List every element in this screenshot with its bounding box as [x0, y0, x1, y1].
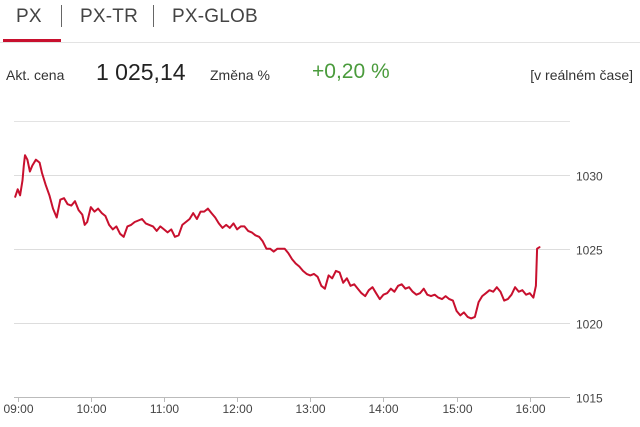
y-tick-label: 1025	[576, 244, 603, 258]
x-tick-label: 11:00	[150, 402, 179, 416]
x-tick-label: 10:00	[76, 402, 106, 416]
x-tick-label: 09:00	[3, 402, 33, 416]
y-tick-label: 1030	[576, 170, 603, 184]
active-tab-indicator	[3, 39, 61, 42]
tab-separator	[153, 5, 154, 27]
price-label: Akt. cena	[6, 67, 65, 83]
x-tick-label: 15:00	[442, 402, 472, 416]
x-tick-label: 13:00	[295, 402, 325, 416]
index-tabs: PX PX-TR PX-GLOB	[0, 0, 640, 43]
y-tick-label: 1020	[576, 318, 603, 332]
realtime-note: [v reálném čase]	[530, 67, 633, 83]
change-value: +0,20 %	[312, 60, 390, 83]
quote-summary: Akt. cena 1 025,14 Změna % +0,20 % [v re…	[0, 56, 640, 92]
tab-px-tr[interactable]: PX-TR	[80, 6, 138, 27]
divider	[14, 121, 570, 122]
x-tick-label: 12:00	[222, 402, 252, 416]
tab-px-glob[interactable]: PX-GLOB	[172, 6, 258, 27]
px-index-series-line	[14, 154, 541, 320]
tab-px[interactable]: PX	[16, 6, 42, 27]
tab-separator	[61, 5, 62, 27]
price-value: 1 025,14	[96, 59, 186, 85]
y-tick-label: 1015	[576, 392, 603, 406]
change-label: Změna %	[210, 67, 270, 83]
x-tick-label: 14:00	[368, 402, 398, 416]
x-tick-label: 16:00	[515, 402, 545, 416]
